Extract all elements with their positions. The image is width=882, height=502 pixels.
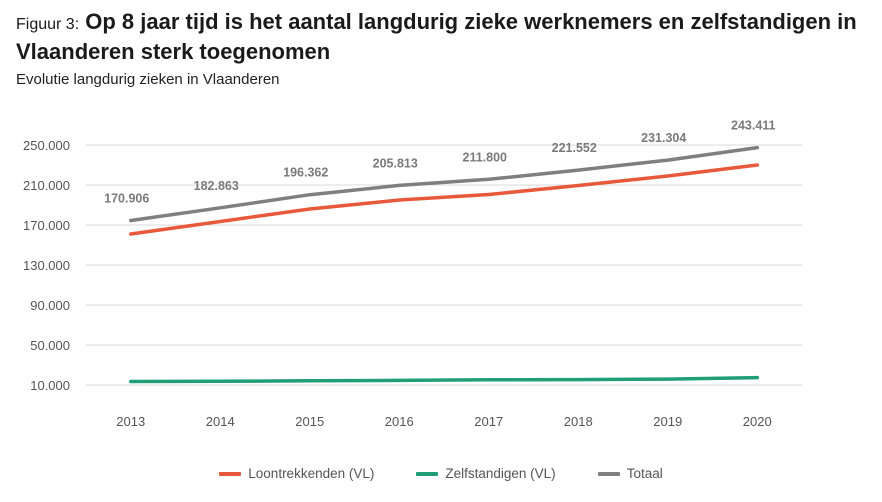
line-chart: 10.000 50.000 90.000 130.000 170.000 210.000 2… <box>23 119 802 429</box>
y-tick-label: 90.000 <box>30 298 70 313</box>
y-tick-label: 10.000 <box>30 378 70 393</box>
y-tick-label: 130.000 <box>23 258 70 273</box>
y-tick-label: 250.000 <box>23 138 70 153</box>
x-tick-label: 2015 <box>295 414 324 429</box>
data-label: 231.304 <box>641 131 686 145</box>
figure-subtitle: Evolutie langdurig zieken in Vlaanderen <box>16 71 280 88</box>
chart-legend: Loontrekkenden (VL) Zelfstandigen (VL) Tot… <box>0 466 882 481</box>
x-tick-label: 2020 <box>743 414 772 429</box>
legend-label: Loontrekkenden (VL) <box>248 466 375 481</box>
data-label: 196.362 <box>283 166 328 180</box>
legend-swatch <box>416 471 439 476</box>
x-tick-label: 2013 <box>116 414 145 429</box>
series-line-loontrekkenden-vl <box>129 163 760 236</box>
legend-swatch <box>219 471 242 476</box>
x-tick-label: 2016 <box>385 414 414 429</box>
y-tick-label: 210.000 <box>23 178 70 193</box>
figure-title: Figuur 3: Op 8 jaar tijd is het aantal l… <box>16 8 866 65</box>
legend-swatch <box>597 471 620 476</box>
data-label: 211.800 <box>463 150 508 164</box>
x-tick-label: 2014 <box>206 414 235 429</box>
legend-item: Zelfstandigen (VL) <box>416 466 556 481</box>
series-line-zelfstandigen-vl <box>129 375 760 384</box>
x-tick-label: 2017 <box>474 414 503 429</box>
title-block: Figuur 3: Op 8 jaar tijd is het aantal l… <box>16 8 866 88</box>
data-label: 170.906 <box>104 192 149 206</box>
figure-prefix: Figuur 3: <box>16 16 80 33</box>
x-tick-label: 2018 <box>564 414 593 429</box>
data-label: 182.863 <box>194 179 239 193</box>
legend-item: Totaal <box>597 466 663 481</box>
legend-label: Zelfstandigen (VL) <box>445 466 556 481</box>
series-line-totaal <box>129 145 760 223</box>
legend-label: Totaal <box>626 466 663 481</box>
legend-item: Loontrekkenden (VL) <box>219 466 374 481</box>
x-tick-label: 2019 <box>653 414 682 429</box>
figure-title-text: Op 8 jaar tijd is het aantal langdurig z… <box>16 9 857 64</box>
data-label: 221.552 <box>552 141 597 155</box>
data-label: 243.411 <box>731 119 776 133</box>
y-tick-label: 170.000 <box>23 218 70 233</box>
y-tick-label: 50.000 <box>30 338 70 353</box>
data-label: 205.813 <box>373 156 418 170</box>
